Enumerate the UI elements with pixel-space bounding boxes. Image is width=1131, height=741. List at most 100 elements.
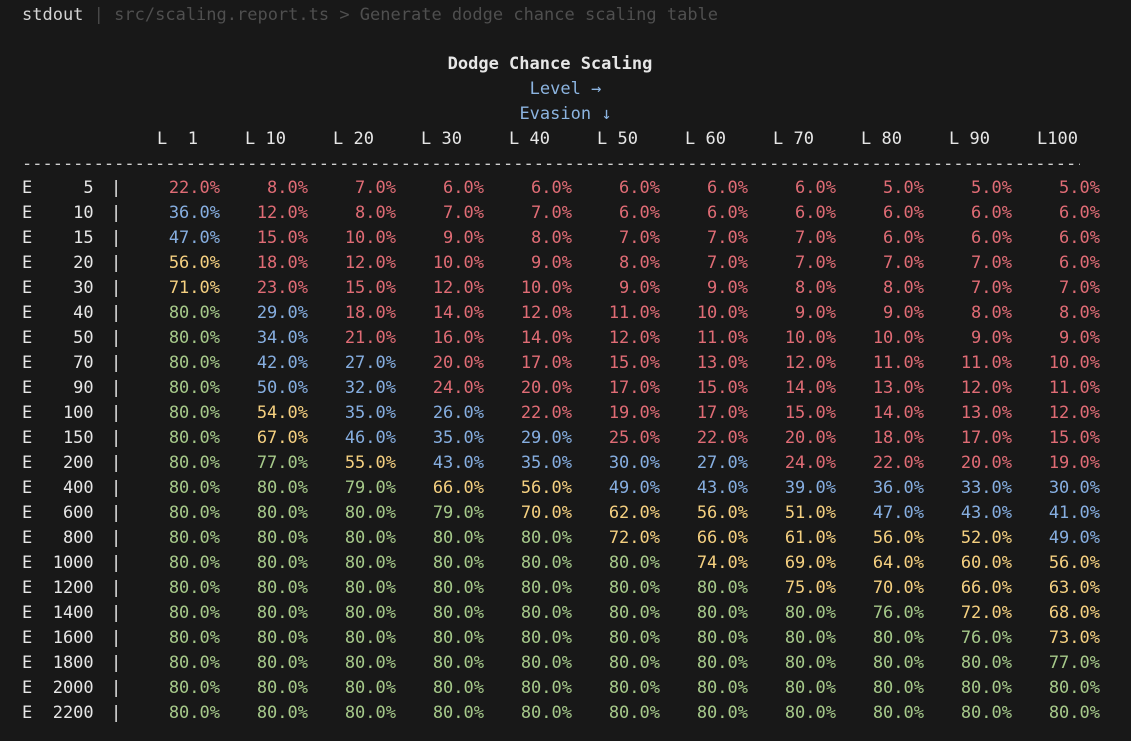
row-label: E 400 [22, 478, 94, 498]
table-cell: 17.0% [608, 378, 660, 398]
table-cell: 20.0% [784, 428, 836, 448]
table-cell: 80.0% [608, 628, 660, 648]
table-cell: 6.0% [1059, 253, 1100, 273]
table-cell: 80.0% [520, 553, 572, 573]
table-row: E 20 | 56.0% 18.0% 12.0% 10.0% 9.0% 8.0% 7.0% 7.0… [0, 251, 1131, 276]
table-cell: 80.0% [872, 653, 924, 673]
column-header: L 60 [685, 129, 726, 149]
table-cell: 80.0% [168, 553, 220, 573]
table-cell: 54.0% [256, 403, 308, 423]
table-cell: 6.0% [971, 228, 1012, 248]
table-cell: 7.0% [1059, 278, 1100, 298]
table-cell: 7.0% [795, 228, 836, 248]
table-row: E 5 | 22.0% 8.0% 7.0% 6.0% 6.0% 6.0% 6.0% 6.0% 5.0… [0, 176, 1131, 201]
row-label: E 1600 [22, 628, 94, 648]
table-cell: 9.0% [795, 303, 836, 323]
table-row: E 1000 | 80.0% 80.0% 80.0% 80.0% 80.0% 80.0% 74.… [0, 551, 1131, 576]
table-row: E 400 | 80.0% 80.0% 79.0% 66.0% 56.0% 49.0% 43.0… [0, 476, 1131, 501]
column-axis-label: Level → [529, 79, 602, 99]
table-cell: 6.0% [619, 178, 660, 198]
table-cell: 25.0% [608, 428, 660, 448]
table-row: E 40 | 80.0% 29.0% 18.0% 14.0% 12.0% 11.0% 10.0%… [0, 301, 1131, 326]
table-cell: 56.0% [1048, 553, 1100, 573]
table-cell: 71.0% [168, 278, 220, 298]
table-cell: 80.0% [168, 603, 220, 623]
table-cell: 19.0% [1048, 453, 1100, 473]
table-cell: 80.0% [696, 678, 748, 698]
table-row: E 10 | 36.0% 12.0% 8.0% 7.0% 7.0% 6.0% 6.0% 6.0% 6… [0, 201, 1131, 226]
table-cell: 73.0% [1048, 628, 1100, 648]
table-cell: 68.0% [1048, 603, 1100, 623]
table-cell: 80.0% [432, 678, 484, 698]
table-cell: 18.0% [256, 253, 308, 273]
table-cell: 79.0% [344, 478, 396, 498]
table-cell: 77.0% [256, 453, 308, 473]
table-cell: 20.0% [432, 353, 484, 373]
table-row: E 2200 | 80.0% 80.0% 80.0% 80.0% 80.0% 80.0% 80.… [0, 701, 1131, 726]
table-cell: 6.0% [795, 178, 836, 198]
table-cell: 7.0% [883, 253, 924, 273]
column-header: L 20 [333, 129, 374, 149]
table-cell: 80.0% [784, 603, 836, 623]
table-cell: 21.0% [344, 328, 396, 348]
table-cell: 6.0% [795, 203, 836, 223]
row-label: E 2200 [22, 703, 94, 723]
table-cell: 11.0% [608, 303, 660, 323]
table-cell: 9.0% [1059, 328, 1100, 348]
table-cell: 80.0% [256, 478, 308, 498]
row-divider: | [111, 428, 122, 448]
row-divider: | [111, 553, 122, 573]
row-label: E 90 [22, 378, 94, 398]
output-header: stdout | src/scaling.report.ts > Generat… [22, 3, 718, 27]
table-cell: 7.0% [971, 253, 1012, 273]
row-divider: | [111, 328, 122, 348]
table-cell: 80.0% [520, 678, 572, 698]
table-cell: 32.0% [344, 378, 396, 398]
table-row: E 800 | 80.0% 80.0% 80.0% 80.0% 80.0% 72.0% 66.0… [0, 526, 1131, 551]
table-cell: 8.0% [531, 228, 572, 248]
table-cell: 6.0% [1059, 203, 1100, 223]
table-cell: 6.0% [443, 178, 484, 198]
table-cell: 14.0% [520, 328, 572, 348]
row-divider: | [111, 453, 122, 473]
column-header: L 10 [245, 129, 286, 149]
row-label: E 200 [22, 453, 94, 473]
table-cell: 80.0% [608, 653, 660, 673]
column-header: L 1 [157, 129, 198, 149]
column-header: L 40 [509, 129, 550, 149]
table-cell: 15.0% [696, 378, 748, 398]
table-cell: 64.0% [872, 553, 924, 573]
table-cell: 72.0% [960, 603, 1012, 623]
table-cell: 14.0% [784, 378, 836, 398]
table-cell: 79.0% [432, 503, 484, 523]
row-label: E 10 [22, 203, 94, 223]
table-cell: 5.0% [883, 178, 924, 198]
table-cell: 9.0% [443, 228, 484, 248]
table-row: E 2000 | 80.0% 80.0% 80.0% 80.0% 80.0% 80.0% 80.… [0, 676, 1131, 701]
table-cell: 80.0% [256, 553, 308, 573]
table-row: E 1400 | 80.0% 80.0% 80.0% 80.0% 80.0% 80.0% 80.… [0, 601, 1131, 626]
table-cell: 80.0% [960, 703, 1012, 723]
table-cell: 43.0% [432, 453, 484, 473]
table-row: E 30 | 71.0% 23.0% 15.0% 12.0% 10.0% 9.0% 9.0% 8.… [0, 276, 1131, 301]
table-cell: 80.0% [696, 578, 748, 598]
table-cell: 55.0% [344, 453, 396, 473]
table-cell: 63.0% [1048, 578, 1100, 598]
table-cell: 80.0% [344, 703, 396, 723]
table-cell: 9.0% [531, 253, 572, 273]
table-cell: 80.0% [520, 528, 572, 548]
table-cell: 80.0% [872, 703, 924, 723]
table-cell: 80.0% [344, 578, 396, 598]
table-cell: 56.0% [168, 253, 220, 273]
table-cell: 43.0% [696, 478, 748, 498]
column-header: L100 [1037, 129, 1078, 149]
table-cell: 36.0% [872, 478, 924, 498]
table-cell: 22.0% [872, 453, 924, 473]
row-divider: | [111, 403, 122, 423]
table-cell: 19.0% [608, 403, 660, 423]
table-cell: 80.0% [344, 553, 396, 573]
table-cell: 80.0% [168, 353, 220, 373]
table-cell: 35.0% [520, 453, 572, 473]
table-cell: 29.0% [256, 303, 308, 323]
table-cell: 46.0% [344, 428, 396, 448]
